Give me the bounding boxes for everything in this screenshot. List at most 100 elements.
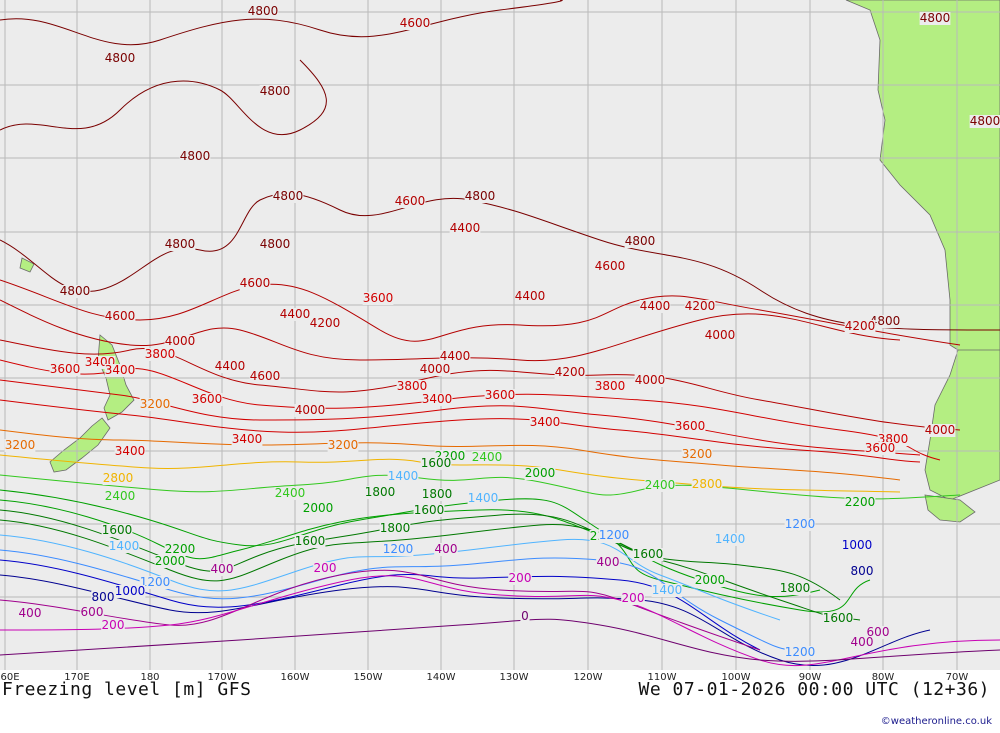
contour-line-4800 xyxy=(0,0,563,46)
contour-label-background xyxy=(594,260,626,273)
contour-label: 4800 xyxy=(60,284,91,298)
credit-link[interactable]: ©weatheronline.co.uk xyxy=(880,716,992,727)
contour-label: 3600 xyxy=(363,291,394,305)
contour-label: 1600 xyxy=(414,503,445,517)
contour-label-background xyxy=(520,610,530,623)
contour-label-background xyxy=(471,451,503,464)
contour-label-background xyxy=(59,285,91,298)
contour-label-background xyxy=(394,195,426,208)
contour-label: 1200 xyxy=(140,575,171,589)
contour-label-background xyxy=(279,308,311,321)
contour-label-background xyxy=(247,5,279,18)
contour-label-background xyxy=(104,52,136,65)
contour-label: 4800 xyxy=(105,51,136,65)
contour-label-background xyxy=(621,592,645,605)
contour-label-background xyxy=(850,636,874,649)
contour-label: 800 xyxy=(92,590,115,604)
contour-label: 4600 xyxy=(250,369,281,383)
contour-label-background xyxy=(309,317,341,330)
south-america-land xyxy=(845,0,1000,501)
contour-label: 4800 xyxy=(260,84,291,98)
contour-label: 1600 xyxy=(421,456,452,470)
land-layer xyxy=(19,0,1000,523)
contour-label-background xyxy=(362,292,394,305)
contour-label-background xyxy=(274,487,306,500)
contour-label: 4200 xyxy=(685,299,716,313)
contour-label: 4400 xyxy=(280,307,311,321)
contour-label-background xyxy=(691,478,723,491)
contour-label-background xyxy=(639,300,671,313)
contour-label: 4400 xyxy=(450,221,481,235)
contour-label: 1000 xyxy=(842,538,873,552)
longitude-label: 160W xyxy=(280,672,310,683)
contour-label-background xyxy=(239,277,271,290)
contour-label-background xyxy=(524,467,556,480)
contour-label-background xyxy=(249,370,281,383)
contour-label: 2800 xyxy=(692,477,723,491)
contour-label-background xyxy=(779,582,811,595)
contour-label: 4000 xyxy=(420,362,451,376)
contour-label: 4000 xyxy=(705,328,736,342)
contour-label: 4400 xyxy=(640,299,671,313)
contour-label: 4200 xyxy=(845,319,876,333)
contour-line-4800 xyxy=(0,192,1000,331)
contour-label-background xyxy=(154,555,186,568)
contour-label-background xyxy=(919,12,951,25)
contour-label: 3800 xyxy=(595,379,626,393)
longitude-label: 60E xyxy=(0,672,20,683)
longitude-label: 150W xyxy=(353,672,383,683)
contour-label-background xyxy=(684,300,716,313)
contour-label: 4800 xyxy=(180,149,211,163)
contour-label: 1400 xyxy=(652,583,683,597)
contour-label-background xyxy=(844,320,876,333)
contour-line-200 xyxy=(0,575,1000,667)
contour-label-background xyxy=(104,310,136,323)
contour-label-background xyxy=(694,574,726,587)
pacific-island xyxy=(19,257,35,273)
contour-label-background xyxy=(101,524,133,537)
longitude-label: 90W xyxy=(798,672,822,683)
contour-label: 1000 xyxy=(115,584,146,598)
contour-label-background xyxy=(634,374,666,387)
contour-label-background xyxy=(449,222,481,235)
contour-line-4000 xyxy=(0,339,961,431)
longitude-label: 80W xyxy=(871,672,895,683)
contour-label-background xyxy=(294,535,326,548)
contour-label: 3200 xyxy=(682,447,713,461)
contour-label: 2000 xyxy=(303,501,334,515)
contour-label-background xyxy=(214,360,246,373)
contour-label-background xyxy=(924,424,956,437)
contour-label: 800 xyxy=(851,564,874,578)
contour-label: 4400 xyxy=(440,349,471,363)
contour-label: 4600 xyxy=(400,16,431,30)
contour-label-background xyxy=(866,626,890,639)
contour-label: 1200 xyxy=(785,645,816,659)
contour-line-4800 xyxy=(0,59,327,136)
contour-label-background xyxy=(644,479,676,492)
longitude-label: 120W xyxy=(573,672,603,683)
contour-label-background xyxy=(387,470,419,483)
contour-label-background xyxy=(419,363,451,376)
contour-label-background xyxy=(822,612,854,625)
contour-label: 4000 xyxy=(925,423,956,437)
contour-label-background xyxy=(598,529,630,542)
contour-label: 1400 xyxy=(388,469,419,483)
contour-label-background xyxy=(164,543,196,556)
contour-label-background xyxy=(714,533,746,546)
contour-label: 3200 xyxy=(328,438,359,452)
contour-label-background xyxy=(596,556,620,569)
contour-label: 1600 xyxy=(633,547,664,561)
contour-line-2000 xyxy=(0,499,821,598)
contour-label: 200 xyxy=(102,618,125,632)
contour-label: 3200 xyxy=(140,397,171,411)
contour-label-background xyxy=(80,606,104,619)
contour-label-background xyxy=(4,439,36,452)
contour-label-background xyxy=(594,380,626,393)
contour-label-background xyxy=(624,235,656,248)
contour-label: 3600 xyxy=(865,441,896,455)
contour-label-background xyxy=(108,540,140,553)
contour-label: 3800 xyxy=(145,347,176,361)
contour-label-background xyxy=(841,539,873,552)
contour-label-background xyxy=(259,238,291,251)
contour-label: 1200 xyxy=(383,542,414,556)
